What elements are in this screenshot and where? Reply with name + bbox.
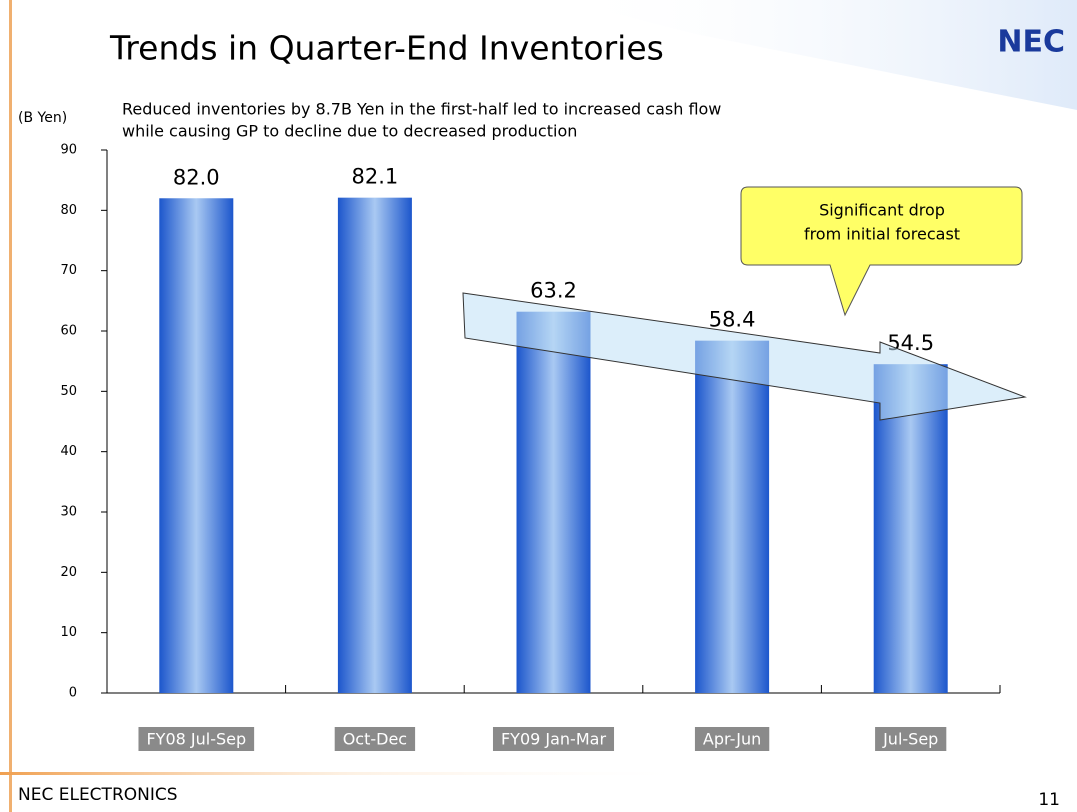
x-tick-label: FY08 Jul-Sep: [146, 730, 246, 749]
x-tick-label: Jul-Sep: [882, 730, 938, 749]
y-tick-label: 40: [60, 444, 77, 459]
bar: [159, 198, 234, 693]
bar: [516, 311, 591, 693]
y-tick-label: 90: [60, 143, 77, 158]
category-box: [694, 727, 770, 751]
left-border: [9, 0, 12, 812]
value-label: 82.1: [352, 165, 399, 189]
logo: NEC: [997, 25, 1065, 60]
category-box: [492, 727, 615, 751]
y-tick-label: 80: [60, 203, 77, 218]
subtitle: Reduced inventories by 8.7B Yen in the f…: [122, 100, 721, 119]
x-tick-label: FY09 Jan-Mar: [501, 730, 606, 749]
category-box: [875, 727, 947, 751]
bar: [695, 340, 770, 693]
footer: NEC ELECTRONICS: [18, 785, 178, 805]
y-tick-label: 50: [60, 384, 77, 399]
chart-title: Trends in Quarter-End Inventories: [109, 29, 664, 68]
y-tick-label: 20: [60, 565, 77, 580]
y-tick-label: 60: [60, 324, 77, 339]
decor: [560, 0, 1077, 110]
value-label: 58.4: [709, 308, 756, 332]
y-axis-label: (B Yen): [18, 110, 67, 126]
y-tick-label: 0: [69, 686, 77, 701]
y-tick-label: 70: [60, 263, 77, 278]
value-label: 82.0: [173, 165, 220, 189]
x-tick-label: Apr-Jun: [703, 730, 761, 749]
y-tick-label: 30: [60, 505, 77, 520]
callout: [740, 186, 1023, 317]
category-box: [334, 727, 416, 751]
bar: [337, 197, 412, 693]
subtitle: while causing GP to decline due to decre…: [122, 122, 577, 141]
category-box: [138, 727, 255, 751]
footer-line: [0, 772, 700, 775]
y-tick-label: 10: [60, 625, 77, 640]
annotation: from initial forecast: [804, 225, 960, 244]
page-number: 11: [1038, 790, 1060, 810]
trend-arrow: [462, 292, 1027, 421]
annotation: Significant drop: [819, 201, 945, 220]
plot: 0 10 20 30 40 50 60 70 80 90 82.0 FY08 Jul-Sep 82.1 O…: [60, 143, 1001, 751]
value-label: 63.2: [530, 279, 577, 303]
x-tick-label: Oct-Dec: [343, 730, 407, 749]
